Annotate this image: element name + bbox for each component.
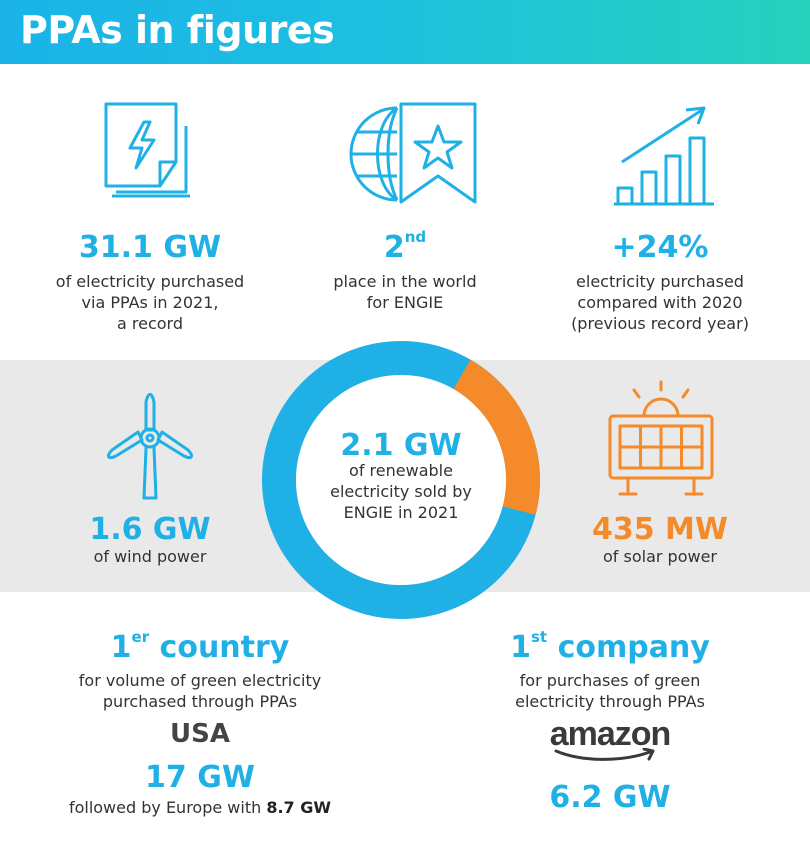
solar-label: of solar power <box>603 547 717 566</box>
share-donut <box>262 341 540 619</box>
stat-rank-line: place in the world <box>333 272 477 291</box>
wind-value: 1.6 GW <box>89 512 211 547</box>
stat-purchased-desc: of electricity purchased via PPAs in 202… <box>40 271 260 334</box>
wind-label: of wind power <box>93 547 207 566</box>
company-line: for purchases of green <box>519 671 701 690</box>
stat-rank-value: 2nd <box>330 228 480 265</box>
stat-growth-value: +24% <box>611 230 709 265</box>
stat-purchased-line: a record <box>117 314 183 333</box>
donut-line: ENGIE in 2021 <box>343 503 459 522</box>
country-value: 17 GW <box>145 760 255 795</box>
company-line: electricity through PPAs <box>515 692 705 711</box>
donut-desc: of renewable electricity sold by ENGIE i… <box>306 460 496 523</box>
company-desc: for purchases of green electricity throu… <box>470 670 750 712</box>
stat-rank-number: 2 <box>383 230 405 265</box>
growth-bar-chart-icon <box>614 106 714 206</box>
country-name: USA <box>170 719 230 749</box>
country-title: country <box>159 630 290 665</box>
company-rank: 1 <box>510 630 531 665</box>
country-line: purchased through PPAs <box>102 692 298 711</box>
country-line: for volume of green electricity <box>78 671 322 690</box>
country-heading: 1er country <box>70 628 330 665</box>
stat-rank-line: for ENGIE <box>366 293 444 312</box>
amazon-smile-icon <box>554 748 655 761</box>
stat-purchased-line: via PPAs in 2021, <box>81 293 219 312</box>
stat-growth-line: (previous record year) <box>571 314 749 333</box>
stat-growth-desc: electricity purchased compared with 2020… <box>550 271 770 334</box>
donut-line: of renewable <box>349 461 453 480</box>
donut-line: electricity sold by <box>330 482 472 501</box>
company-value: 6.2 GW <box>549 780 671 815</box>
donut-solar-segment <box>453 359 540 515</box>
donut-center <box>296 375 506 585</box>
stat-purchased-line: of electricity purchased <box>55 272 245 291</box>
country-follow-text: followed by Europe with <box>68 798 262 817</box>
header-banner: PPAs in figures <box>0 0 810 64</box>
country-rank-suffix: er <box>131 628 150 646</box>
solar-panel-icon <box>608 380 714 496</box>
stat-growth-line: compared with 2020 <box>577 293 743 312</box>
stat-rank-desc: place in the world for ENGIE <box>310 271 500 313</box>
country-desc: for volume of green electricity purchase… <box>50 670 350 712</box>
company-rank-suffix: st <box>531 628 548 646</box>
amazon-logo-text: amazon <box>549 715 672 753</box>
globe-star-flag-icon <box>349 102 477 204</box>
company-heading: 1st company <box>470 628 750 665</box>
amazon-logo: amazon <box>530 716 690 766</box>
lightning-document-icon <box>104 102 190 198</box>
stat-purchased-value: 31.1 GW <box>78 230 222 265</box>
page-title: PPAs in figures <box>20 8 335 52</box>
stat-rank-suffix: nd <box>404 228 427 246</box>
country-follow: followed by Europe with 8.7 GW <box>40 797 360 818</box>
company-title: company <box>557 630 710 665</box>
stat-growth-line: electricity purchased <box>576 272 744 291</box>
donut-value: 2.1 GW <box>340 428 462 463</box>
country-follow-value: 8.7 GW <box>266 798 332 817</box>
solar-value: 435 MW <box>591 512 728 547</box>
country-rank: 1 <box>110 630 132 665</box>
wind-turbine-icon <box>107 393 193 500</box>
